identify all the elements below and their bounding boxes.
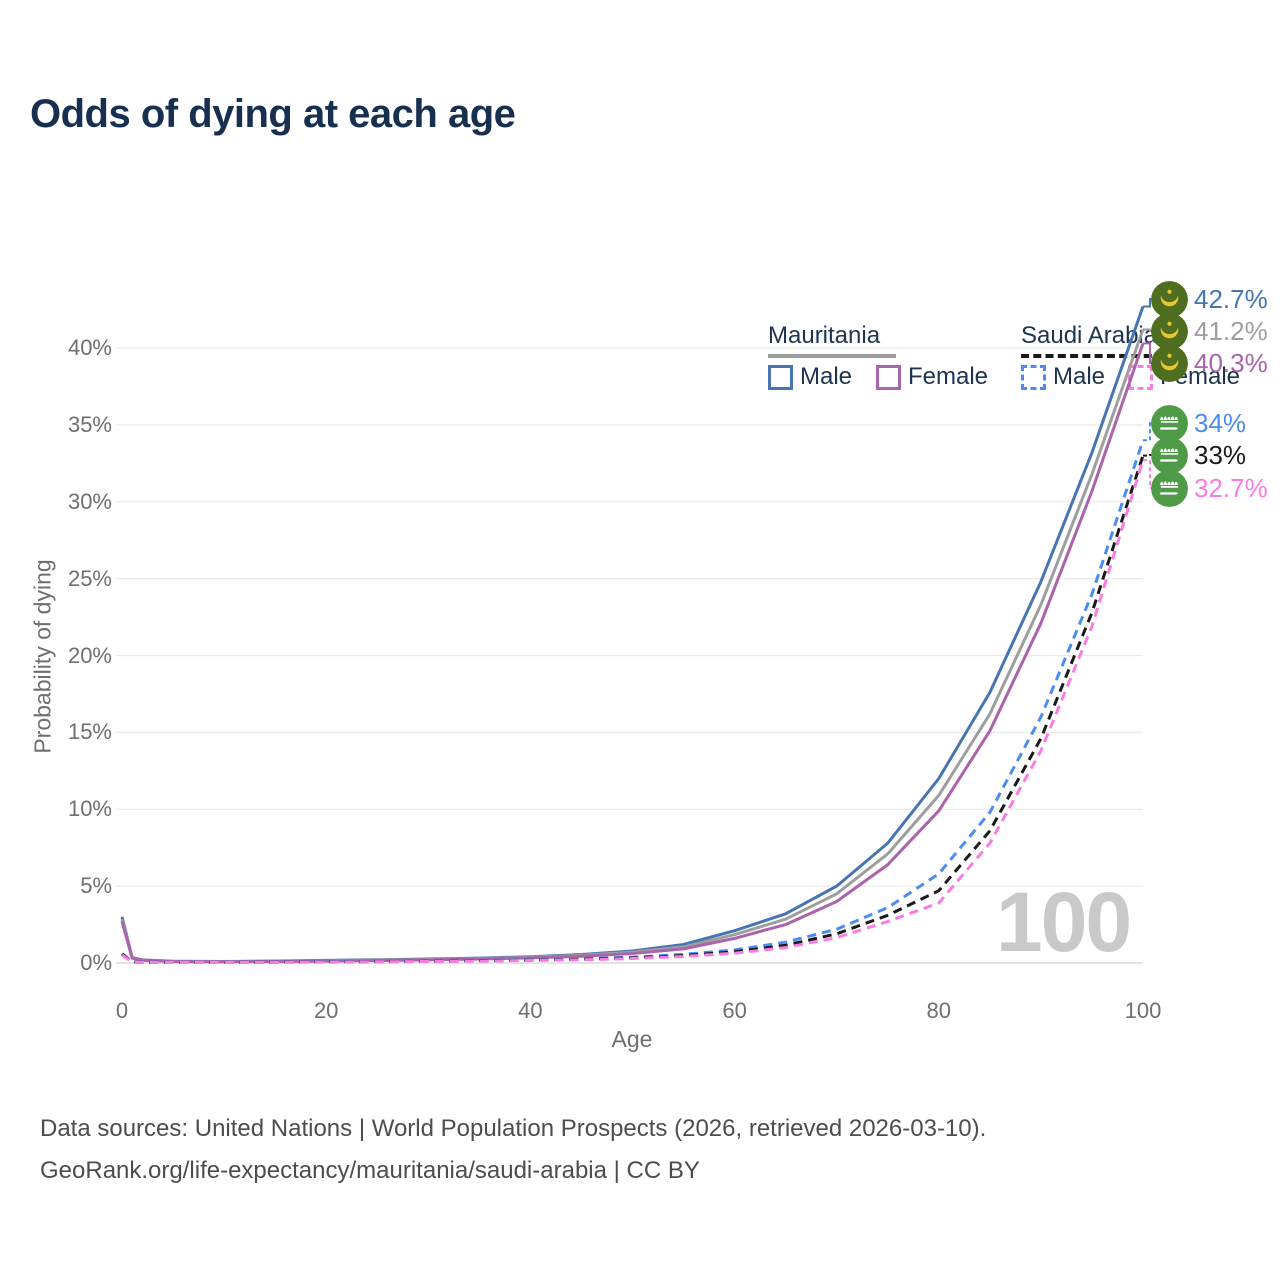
saudi-arabia-flag-icon bbox=[1151, 404, 1188, 442]
series-line-mauritania-female[interactable] bbox=[120, 342, 1145, 964]
end-value-label: 32.7% bbox=[1194, 472, 1268, 503]
end-value-label: 42.7% bbox=[1194, 283, 1268, 314]
legend-group-mauritania[interactable]: Mauritania bbox=[768, 322, 896, 358]
y-tick-label: 30% bbox=[67, 488, 112, 514]
y-tick-label: 35% bbox=[67, 411, 112, 437]
legend-item-label: Male bbox=[800, 363, 853, 390]
end-label-saudi-arabia-both-sexes: 33% bbox=[1151, 436, 1247, 474]
age-watermark: 100 bbox=[996, 875, 1132, 969]
x-tick-label: 100 bbox=[1124, 998, 1162, 1023]
mauritania-male-swatch-icon bbox=[768, 364, 793, 390]
end-label-mauritania-male: 42.7% bbox=[1151, 280, 1268, 318]
x-axis-title: Age bbox=[611, 1026, 653, 1052]
gridlines bbox=[116, 347, 1143, 964]
end-label-mauritania-both-sexes: 41.2% bbox=[1151, 312, 1268, 350]
legend-item-label: Male bbox=[1053, 363, 1106, 390]
y-tick-label: 0% bbox=[80, 950, 112, 975]
y-tick-label: 20% bbox=[67, 642, 112, 668]
mauritania-flag-icon bbox=[1151, 312, 1188, 350]
page-title: Odds of dying at each age bbox=[30, 92, 516, 136]
legend-item-mauritania-male[interactable]: Male bbox=[768, 363, 852, 391]
series-lines bbox=[120, 306, 1145, 964]
mauritania-flag-icon bbox=[1151, 344, 1188, 382]
footer: Data sources: United Nations | World Pop… bbox=[40, 1108, 986, 1192]
footer-attribution: GeoRank.org/life-expectancy/mauritania/s… bbox=[40, 1157, 700, 1184]
end-label-saudi-arabia-female: 32.7% bbox=[1151, 469, 1268, 507]
end-value-label: 33% bbox=[1194, 439, 1247, 470]
y-tick-label: 5% bbox=[80, 873, 112, 899]
y-tick-label: 10% bbox=[67, 796, 112, 822]
end-value-label: 41.2% bbox=[1194, 315, 1268, 346]
series-line-mauritania-male[interactable] bbox=[120, 306, 1145, 963]
legend-item-mauritania-female[interactable]: Female bbox=[876, 363, 988, 391]
y-tick-label: 40% bbox=[67, 335, 112, 360]
x-tick-label: 20 bbox=[313, 998, 339, 1023]
footer-sources: Data sources: United Nations | World Pop… bbox=[40, 1115, 987, 1142]
end-label-saudi-arabia-male: 34% bbox=[1151, 404, 1247, 442]
end-label-mauritania-female: 40.3% bbox=[1151, 344, 1268, 382]
y-tick-label: 15% bbox=[67, 719, 112, 745]
end-value-label: 34% bbox=[1194, 407, 1247, 438]
mauritania-flag-icon bbox=[1151, 280, 1188, 318]
chart-legend: Mauritania Saudi Arabia Male Female Male… bbox=[0, 160, 1280, 390]
legend-item-label: Female bbox=[908, 363, 989, 390]
end-value-label: 40.3% bbox=[1194, 347, 1268, 378]
x-tick-label: 60 bbox=[722, 998, 747, 1023]
legend-item-saudi-male[interactable]: Male bbox=[1021, 363, 1105, 391]
saudi-male-swatch-icon bbox=[1021, 364, 1046, 390]
x-tick-label: 80 bbox=[926, 998, 952, 1023]
saudi-arabia-flag-icon bbox=[1151, 469, 1188, 507]
y-tick-label: 25% bbox=[67, 565, 112, 591]
series-line-saudi-arabia-male[interactable] bbox=[121, 439, 1145, 964]
y-axis-title: Probability of dying bbox=[29, 559, 56, 754]
x-tick-label: 0 bbox=[115, 998, 129, 1023]
series-line-saudi-arabia-both-sexes[interactable] bbox=[121, 455, 1145, 964]
x-tick-label: 40 bbox=[518, 998, 543, 1023]
mauritania-female-swatch-icon bbox=[876, 364, 901, 390]
saudi-arabia-flag-icon bbox=[1151, 436, 1188, 474]
